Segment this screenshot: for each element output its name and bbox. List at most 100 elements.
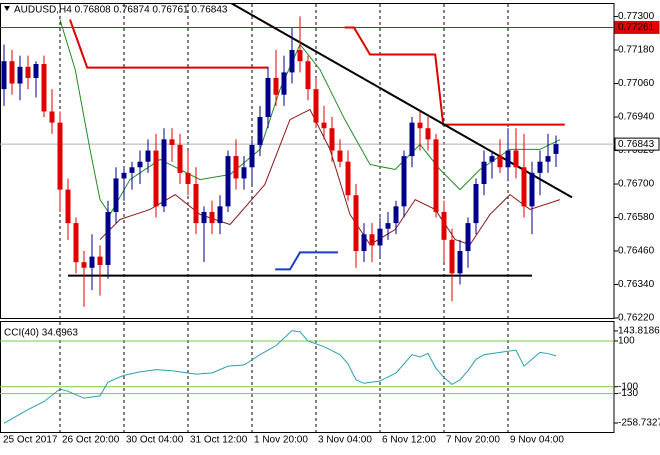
- candle-body: [305, 61, 311, 90]
- line-series: [3, 330, 557, 424]
- candle-body: [281, 72, 287, 95]
- candle-body: [185, 172, 191, 185]
- y-tick-label: 0.77300: [618, 11, 655, 22]
- candle-body: [457, 251, 463, 274]
- candle-body: [137, 161, 143, 168]
- candle-body: [369, 234, 375, 246]
- candle-body: [449, 239, 455, 274]
- candle-body: [57, 122, 63, 190]
- candle-body: [177, 144, 183, 173]
- candle-body: [513, 150, 519, 168]
- candle-body: [121, 172, 127, 179]
- candle-body: [553, 144, 559, 154]
- symbol-icon: [4, 6, 10, 11]
- main-panel: [0, 3, 615, 319]
- price-level-box: [614, 137, 660, 151]
- candle-body: [537, 161, 543, 173]
- candle-body: [33, 64, 39, 78]
- candle-body: [145, 150, 151, 162]
- candle-body: [105, 211, 111, 265]
- candle-body: [249, 144, 255, 168]
- candle-body: [217, 206, 223, 224]
- candle-body: [89, 256, 95, 268]
- y-tick-label: 100: [618, 336, 635, 347]
- candle-body: [441, 211, 447, 240]
- x-tick-label: 25 Oct 2017: [3, 435, 58, 446]
- candle-body: [465, 223, 471, 252]
- candle-body: [273, 77, 279, 95]
- candle-body: [25, 66, 31, 78]
- candle-body: [233, 156, 239, 179]
- candle-body: [193, 184, 199, 224]
- candle-body: [377, 228, 383, 246]
- candle-body: [481, 161, 487, 185]
- candle-body: [129, 167, 135, 173]
- candle-body: [529, 172, 535, 207]
- axis-layer: 25 Oct 2017 26 Oct 20:00 30 Oct 04:00 31 Oc…: [3, 11, 660, 445]
- candle-body: [313, 89, 319, 123]
- candle-body: [417, 122, 423, 129]
- cci-plot: [0, 330, 614, 424]
- candle-body: [49, 111, 55, 123]
- x-tick-label: 3 Nov 04:00: [318, 435, 372, 446]
- cci-panel: [0, 321, 615, 433]
- candle-body: [265, 77, 271, 118]
- candle-body: [225, 156, 231, 207]
- y-tick-label: 0.76220: [618, 313, 655, 324]
- price-level-label: 0.77261: [618, 22, 655, 33]
- x-tick-label: 9 Nov 04:00: [510, 435, 564, 446]
- y-tick-label: 0.76700: [618, 179, 655, 190]
- candle-body: [81, 262, 87, 268]
- candle-body: [337, 150, 343, 162]
- y-tick-label: -258.7327: [618, 418, 660, 429]
- candle-body: [393, 206, 399, 224]
- x-tick-label: 31 Oct 12:00: [190, 435, 248, 446]
- candle-body: [17, 66, 23, 84]
- x-tick-label: 6 Nov 12:00: [382, 435, 436, 446]
- candle-body: [473, 184, 479, 224]
- cci-title: CCI(40) 34.6963: [4, 328, 78, 339]
- candle-body: [409, 122, 415, 157]
- candle-body: [209, 211, 215, 224]
- candle-body: [257, 117, 263, 145]
- y-tick-label: 0.76820: [618, 145, 655, 156]
- candle-body: [201, 211, 207, 224]
- y-tick-label: 143.8186: [618, 326, 660, 337]
- candle-body: [9, 61, 15, 84]
- line-series: [99, 108, 561, 246]
- x-tick-label: 26 Oct 20:00: [62, 435, 120, 446]
- candle-body: [433, 139, 439, 212]
- line-series: [69, 19, 268, 69]
- line-series: [344, 26, 565, 126]
- candle-body: [153, 150, 159, 207]
- chart-title: AUDUSD,H4 0.76808 0.76874 0.76761 0.7684…: [14, 5, 228, 16]
- y-tick-label: 0.76580: [618, 212, 655, 223]
- candle-body: [65, 189, 71, 224]
- y-tick-label: 0.76940: [618, 112, 655, 123]
- candle-body: [73, 223, 79, 263]
- candle-body: [41, 64, 47, 112]
- y-tick-label: -100: [618, 381, 638, 392]
- x-tick-label: 7 Nov 20:00: [446, 435, 500, 446]
- candle-body: [385, 223, 391, 229]
- candle-body: [521, 167, 527, 207]
- candle-body: [361, 234, 367, 252]
- candle-body: [1, 61, 7, 90]
- candle-body: [489, 156, 495, 162]
- y-tick-label: 0.76340: [618, 279, 655, 290]
- candle-body: [329, 128, 335, 151]
- x-tick-label: 30 Oct 04:00: [126, 435, 184, 446]
- price-level-box: [614, 20, 660, 34]
- candle-body: [97, 256, 103, 265]
- candle-body: [353, 195, 359, 252]
- candle-body: [289, 50, 295, 73]
- candle-body: [505, 150, 511, 168]
- candle-body: [401, 156, 407, 207]
- candle-body: [497, 156, 503, 168]
- candle-body: [113, 178, 119, 212]
- y-tick-label: -130: [618, 388, 638, 399]
- candle-body: [161, 139, 167, 207]
- line-series: [275, 251, 338, 271]
